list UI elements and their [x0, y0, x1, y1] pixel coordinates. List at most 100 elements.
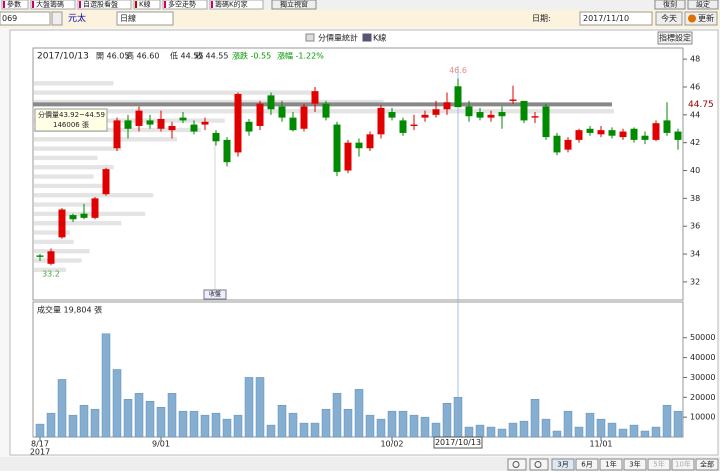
window-button[interactable] [271, 0, 317, 10]
volume-bar [365, 414, 375, 438]
volume-bar [222, 418, 232, 438]
candle-body [399, 120, 407, 133]
tab-marker [135, 1, 137, 8]
candle-body [311, 91, 319, 104]
range-button[interactable] [647, 458, 671, 471]
year-label: 2017 [30, 448, 50, 457]
volume-bar [596, 418, 606, 438]
candle-body [212, 132, 220, 142]
candle-body [520, 100, 528, 121]
volume-bar [530, 399, 540, 438]
tab-label: K線 [139, 0, 151, 9]
volume-bar [662, 404, 672, 438]
info-pct: 漲幅 -1.22% [277, 51, 324, 61]
volume-bar [134, 393, 144, 438]
y-tick-label: 32 [690, 277, 700, 286]
today-button[interactable] [655, 11, 683, 26]
volume-bar [112, 369, 122, 438]
price-volume-bar [34, 202, 94, 207]
stock-name: 元太 [68, 12, 86, 24]
volume-bar [321, 408, 331, 438]
volume-bar [431, 422, 441, 438]
range-button[interactable] [551, 458, 575, 471]
volume-bar [618, 428, 628, 438]
tab-marker [79, 1, 81, 8]
range-button[interactable] [575, 458, 599, 471]
x-tick-label: 9/01 [152, 440, 170, 449]
tab[interactable] [30, 0, 76, 10]
candle-body [432, 109, 440, 115]
legend-label: K線 [373, 33, 386, 43]
code-input[interactable] [0, 11, 51, 26]
volume-bar [288, 412, 298, 438]
candle-body [47, 251, 55, 264]
candle-body [300, 106, 308, 129]
tab-marker [164, 1, 166, 8]
top-button[interactable] [687, 0, 719, 10]
candle-body [421, 114, 429, 118]
candle-body [113, 120, 121, 149]
candle-body [168, 125, 176, 131]
volume-bar [574, 426, 584, 438]
top-button-label: 復刻 [663, 0, 677, 9]
volume-bar [354, 389, 364, 438]
volume-bar [673, 410, 683, 438]
today: 今天 [661, 13, 677, 23]
tab[interactable] [162, 0, 208, 10]
candle-body [344, 142, 352, 171]
zoom-button[interactable] [529, 458, 549, 471]
tooltip-range: 分價量43.92~44.59 [38, 110, 105, 119]
date-input[interactable] [579, 11, 653, 26]
legend-label: 分價量統計 [318, 33, 358, 43]
range-button[interactable] [695, 458, 719, 471]
price-volume-bar [34, 267, 66, 273]
candle-body [179, 117, 187, 121]
close-tag-label: 收盤 [209, 290, 221, 298]
search-button[interactable] [51, 11, 63, 26]
candle-body [234, 93, 242, 153]
range-button[interactable] [599, 458, 623, 471]
volume-bar [585, 412, 595, 438]
refresh: 更新 [698, 13, 714, 23]
candle-body [498, 112, 506, 117]
range-label: 全部 [700, 460, 714, 469]
candle-body [377, 107, 385, 135]
price-volume-bar [34, 239, 74, 245]
cursor-date: 2017/10/13 [435, 438, 481, 447]
range-label: 5年 [653, 460, 664, 469]
stock-code: 069 [2, 14, 17, 23]
legend-swatch [305, 33, 315, 42]
range-button[interactable] [671, 458, 695, 471]
zoom-button[interactable] [507, 458, 527, 471]
range-button[interactable] [623, 458, 647, 471]
window-label: 獨立視窗 [280, 0, 308, 9]
x-tick-label: 10/02 [380, 440, 403, 449]
tooltip-volume: 146006 張 [53, 121, 89, 129]
top-button[interactable] [654, 0, 686, 10]
price-volume-bar [34, 137, 178, 142]
volume-bar [277, 404, 287, 438]
price-volume-bar [34, 81, 114, 86]
period-select[interactable] [116, 11, 174, 26]
close-tag [203, 289, 227, 300]
tab-marker [211, 1, 213, 8]
candle-body [663, 120, 671, 133]
candle-body [201, 121, 209, 125]
volume-title: 成交量 19,804 張 [37, 305, 102, 315]
tab[interactable] [1, 0, 29, 10]
x-tick-label: 8/17 [31, 440, 49, 449]
y-tick-label: 44 [690, 110, 700, 119]
y-tick-label: 36 [690, 222, 700, 231]
indicator-button[interactable] [657, 31, 693, 45]
tab[interactable] [133, 0, 161, 10]
candle-body [509, 99, 517, 101]
candle-body [366, 134, 374, 149]
range-label: 3年 [629, 460, 640, 469]
candle-body [289, 117, 297, 131]
price-volume-bar [34, 174, 94, 179]
tab[interactable] [209, 0, 264, 10]
tab[interactable] [77, 0, 132, 10]
top-button-label: 設定 [696, 0, 710, 9]
price-volume-bar [34, 249, 90, 254]
y-tick-label: 46 [690, 82, 700, 91]
